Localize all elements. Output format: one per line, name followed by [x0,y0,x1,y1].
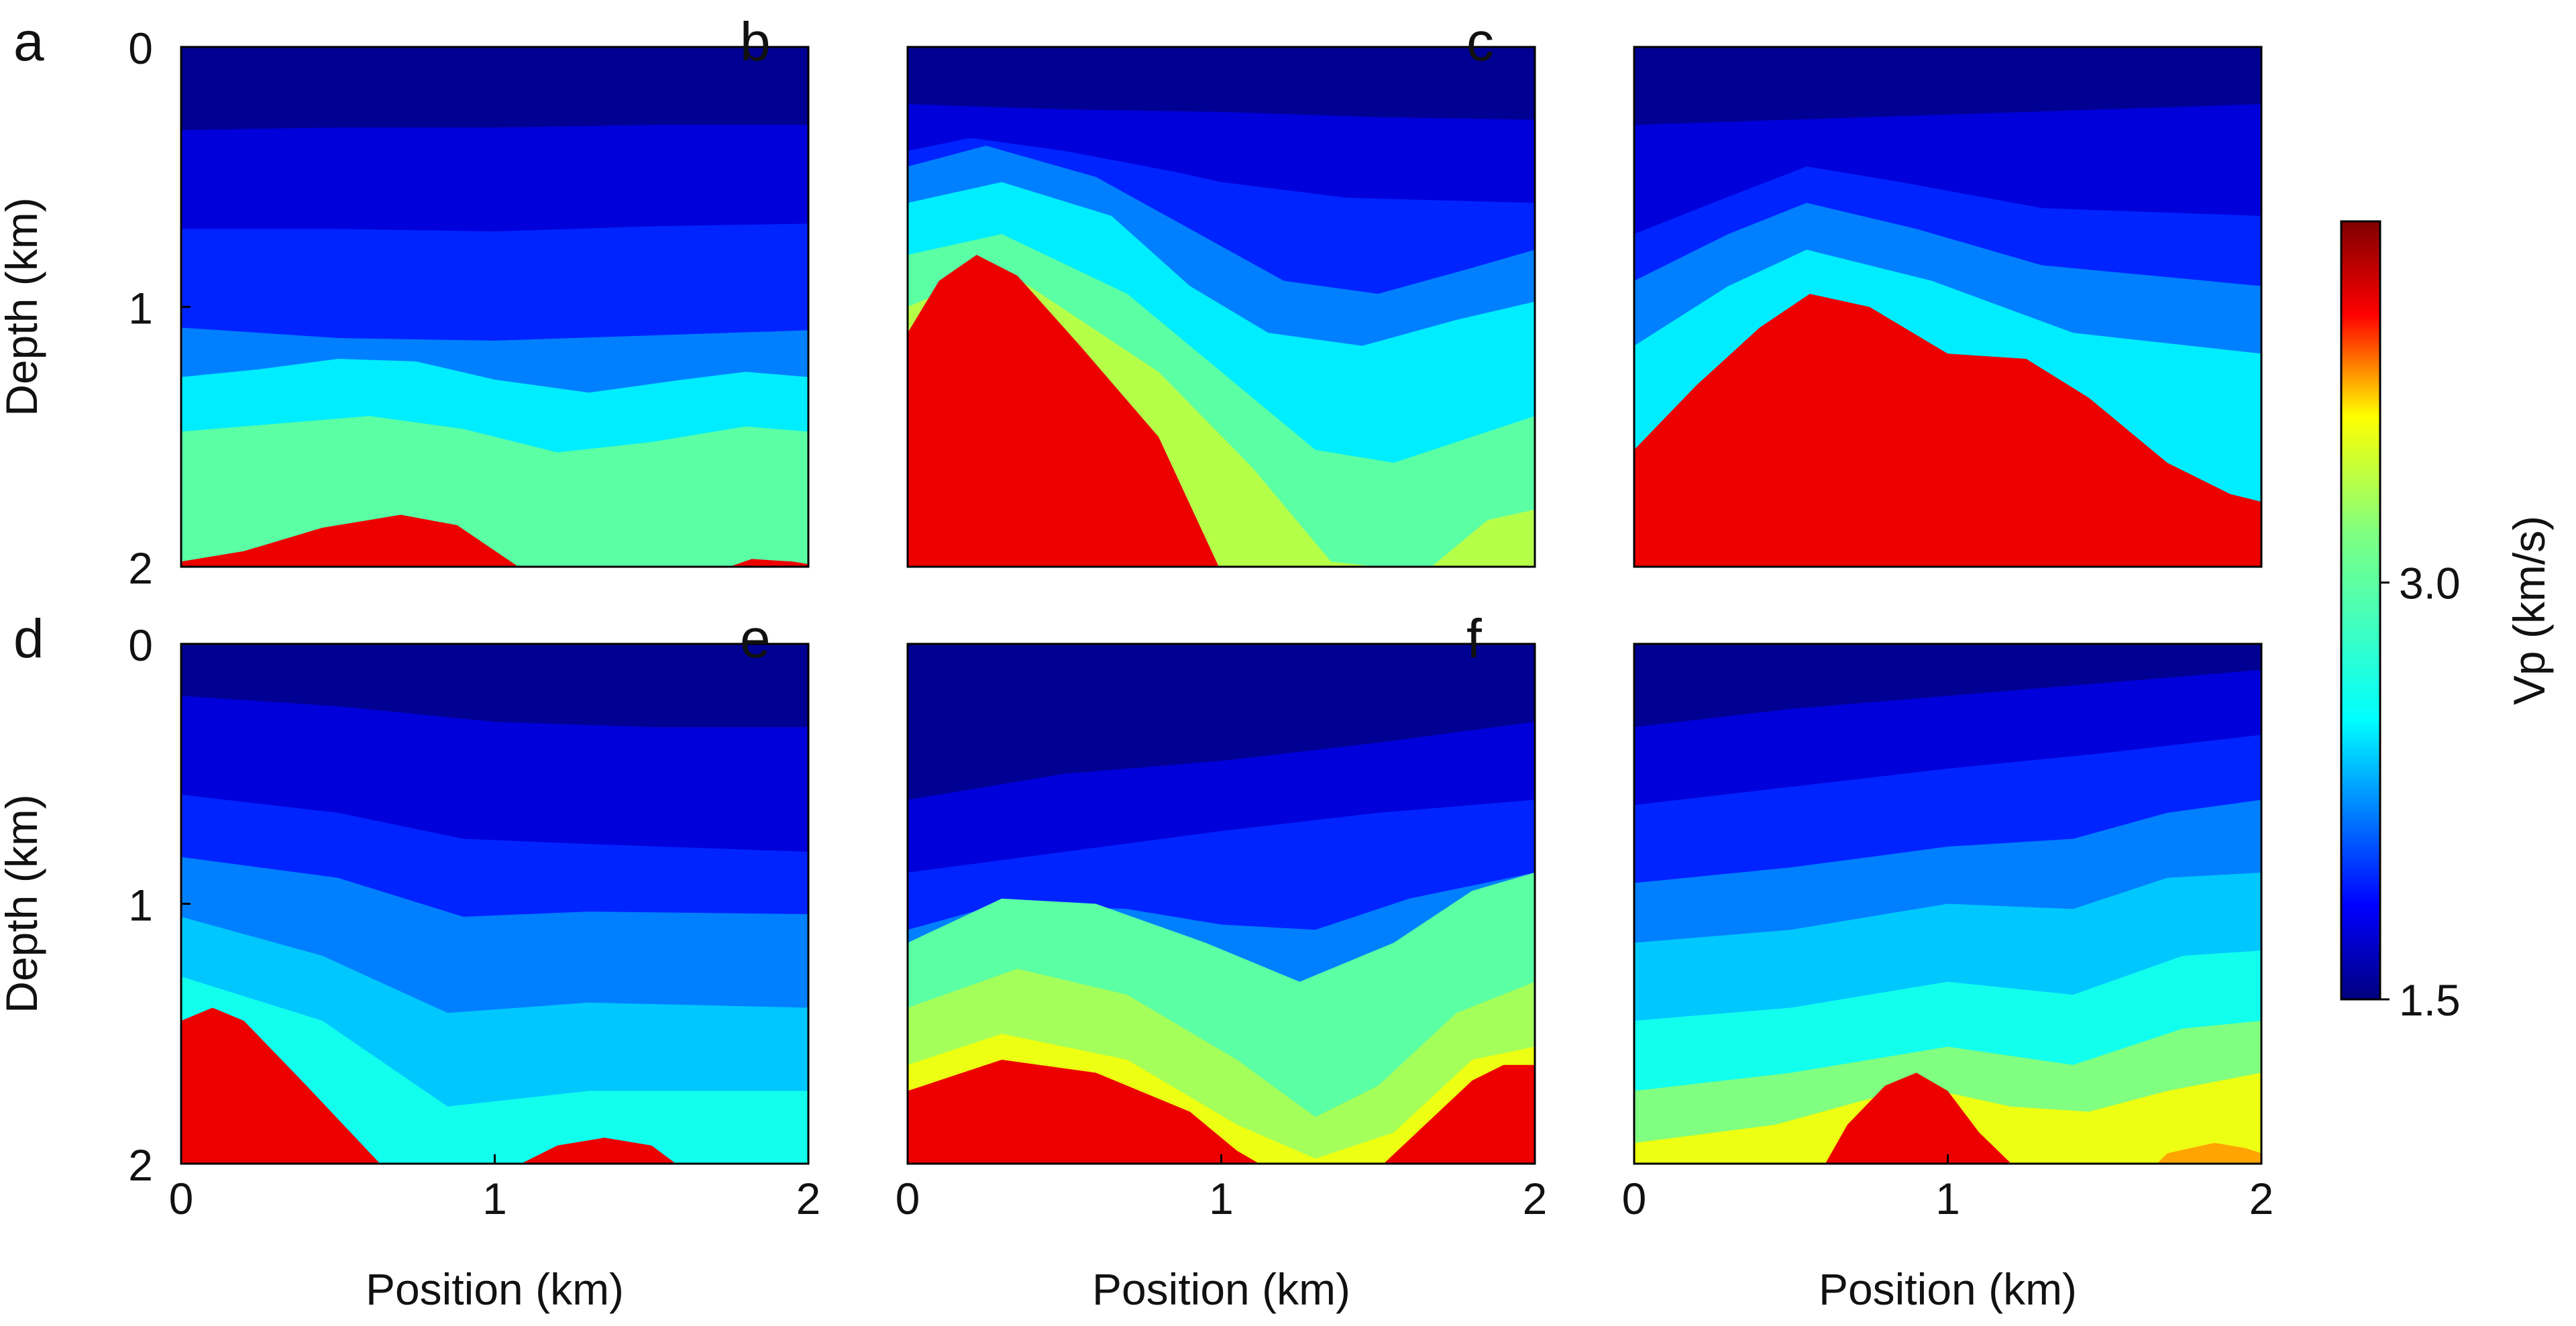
panel-c: c [1466,11,2263,568]
velocity-layer-6 [181,977,808,1164]
x-tick-label: 0 [896,1174,920,1223]
x-tick-label: 0 [1622,1174,1647,1223]
y-tick-label: 2 [128,543,153,593]
y-tick-label: 2 [128,1140,153,1190]
x-tick-label: 2 [1523,1174,1548,1223]
velocity-layer-7 [181,1007,676,1164]
colorbar-tick-label: 3.0 [2399,559,2461,608]
panel-frame [1633,46,2263,568]
panels-layer: a 0 1 2 Depth (km) b c d 0 1 2 Depth (km) 0 1 2 Positio… [0,11,2273,1314]
y-tick-label: 1 [128,284,153,333]
panel-e: e 0 1 2 Position (km) [740,608,1547,1314]
y-tick-label: 0 [128,620,153,670]
x-axis-label: Position (km) [1092,1264,1350,1314]
x-tick-label: 2 [2249,1174,2274,1223]
velocity-layer-6 [1634,294,2261,567]
velocity-field [1634,644,2261,1164]
panel-frame [906,46,1536,568]
panel-label-e: e [740,608,771,669]
velocity-field [908,644,1535,1164]
velocity-layer-8 [908,1060,1535,1164]
panel-label-c: c [1466,11,1494,72]
panel-f: f 0 1 2 Position (km) [1466,608,2273,1314]
velocity-field [181,47,808,567]
panel-label-d: d [13,608,44,669]
x-axis-label: Position (km) [1819,1264,2077,1314]
y-tick-label: 1 [128,881,153,930]
panel-label-f: f [1466,608,1482,669]
colorbar-gradient [2340,220,2381,1001]
colorbar-label: Vp (km/s) [2504,516,2554,705]
panel-label-a: a [13,11,44,72]
x-tick-label: 1 [1935,1174,1960,1223]
velocity-field [908,47,1535,567]
velocity-layer-8 [908,255,1219,567]
panel-label-b: b [740,11,771,72]
y-axis-label: Depth (km) [0,197,46,416]
y-tick-label: 0 [128,23,153,73]
panel-d: d 0 1 2 Depth (km) 0 1 2 Position (km) [0,608,820,1314]
velocity-layer-7 [181,514,808,567]
velocity-layer-10 [2157,1143,2261,1164]
colorbar-tick-label: 1.5 [2399,975,2461,1025]
x-tick-label: 2 [796,1174,821,1223]
x-tick-label: 1 [1209,1174,1234,1223]
x-tick-label: 0 [169,1174,194,1223]
colorbar: 3.0 1.5 Vp (km/s) [2340,220,2554,1025]
y-axis-label: Depth (km) [0,794,46,1013]
x-axis-label: Position (km) [366,1264,624,1314]
panel-b: b [740,11,1536,568]
velocity-field [1634,47,2261,567]
panel-a: a 0 1 2 Depth (km) [0,11,810,593]
x-tick-label: 1 [482,1174,507,1223]
velocity-field [181,644,808,1164]
velocity-layer-9 [1825,1072,2012,1164]
